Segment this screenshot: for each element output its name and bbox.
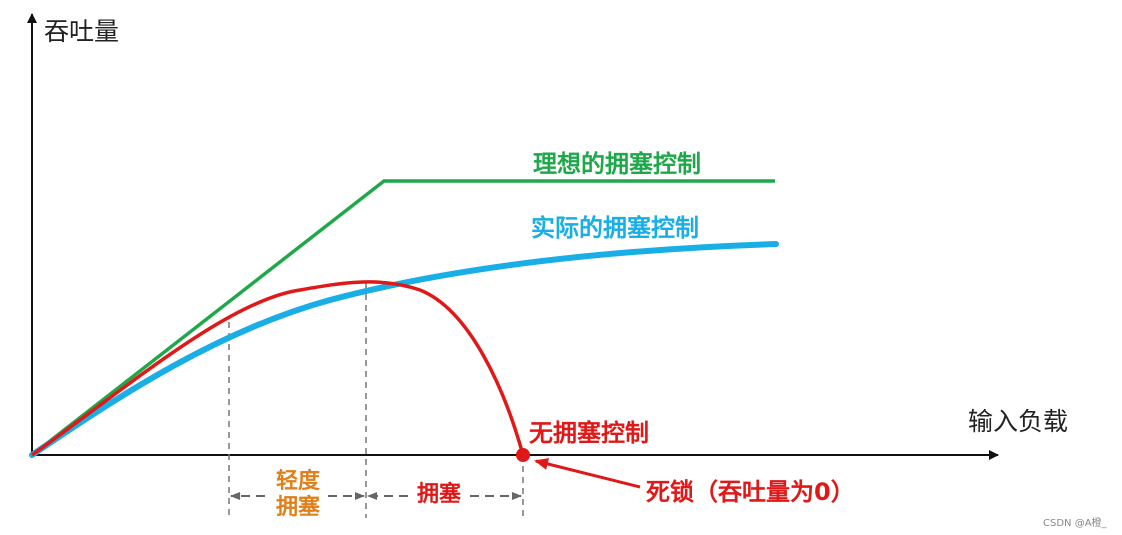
deadlock-point: [516, 448, 530, 462]
ideal-curve: [30, 179, 775, 457]
x-axis-label: 输入负载: [968, 407, 1069, 436]
y-axis-label: 吞吐量: [44, 17, 120, 46]
no-control-curve: [30, 280, 525, 457]
actual-curve-label: 实际的拥塞控制: [531, 214, 699, 242]
ideal-curve-label: 理想的拥塞控制: [533, 150, 701, 178]
no-control-curve-label: 无拥塞控制: [529, 419, 649, 447]
light-congestion-label: 轻度 拥塞: [270, 469, 326, 521]
deadlock-pointer-arrow: [534, 458, 641, 489]
congestion-label: 拥塞: [416, 482, 461, 507]
light-congestion-label-line1: 轻度: [275, 469, 320, 494]
light-congestion-label-line2: 拥塞: [275, 495, 320, 520]
watermark: CSDN @A橙_: [1043, 518, 1107, 529]
deadlock-label: 死锁（吞吐量为0）: [646, 478, 855, 506]
actual-curve: [29, 241, 779, 458]
